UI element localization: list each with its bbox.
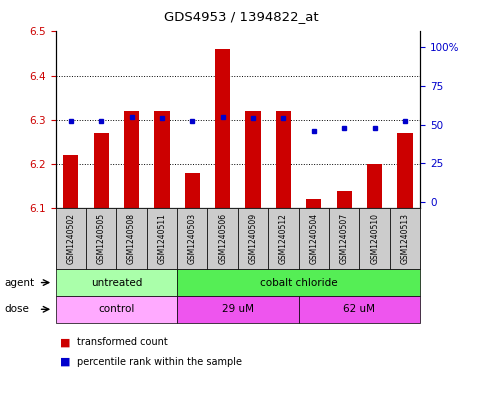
- Bar: [185, 173, 200, 208]
- Bar: [398, 133, 412, 208]
- Bar: [276, 111, 291, 208]
- Text: ■: ■: [60, 357, 71, 367]
- Text: percentile rank within the sample: percentile rank within the sample: [77, 357, 242, 367]
- Text: GDS4953 / 1394822_at: GDS4953 / 1394822_at: [164, 10, 319, 23]
- Text: GSM1240505: GSM1240505: [97, 213, 106, 264]
- Text: 62 uM: 62 uM: [343, 304, 375, 314]
- Text: ■: ■: [60, 337, 71, 347]
- Text: GSM1240507: GSM1240507: [340, 213, 349, 264]
- Bar: [337, 191, 352, 208]
- Text: GSM1240512: GSM1240512: [279, 213, 288, 264]
- Bar: [154, 111, 170, 208]
- Bar: [245, 111, 261, 208]
- Text: cobalt chloride: cobalt chloride: [260, 277, 338, 288]
- Text: transformed count: transformed count: [77, 337, 168, 347]
- Bar: [124, 111, 139, 208]
- Text: 29 uM: 29 uM: [222, 304, 254, 314]
- Text: dose: dose: [5, 304, 30, 314]
- Bar: [367, 164, 382, 208]
- Text: untreated: untreated: [91, 277, 142, 288]
- Text: GSM1240502: GSM1240502: [66, 213, 75, 264]
- Text: GSM1240506: GSM1240506: [218, 213, 227, 264]
- Text: GSM1240508: GSM1240508: [127, 213, 136, 264]
- Bar: [306, 199, 322, 208]
- Text: agent: agent: [5, 277, 35, 288]
- Text: control: control: [98, 304, 134, 314]
- Bar: [94, 133, 109, 208]
- Bar: [215, 49, 230, 208]
- Text: GSM1240513: GSM1240513: [400, 213, 410, 264]
- Text: GSM1240510: GSM1240510: [370, 213, 379, 264]
- Text: GSM1240509: GSM1240509: [249, 213, 257, 264]
- Bar: [63, 155, 78, 208]
- Text: GSM1240503: GSM1240503: [188, 213, 197, 264]
- Text: GSM1240504: GSM1240504: [309, 213, 318, 264]
- Text: GSM1240511: GSM1240511: [157, 213, 167, 264]
